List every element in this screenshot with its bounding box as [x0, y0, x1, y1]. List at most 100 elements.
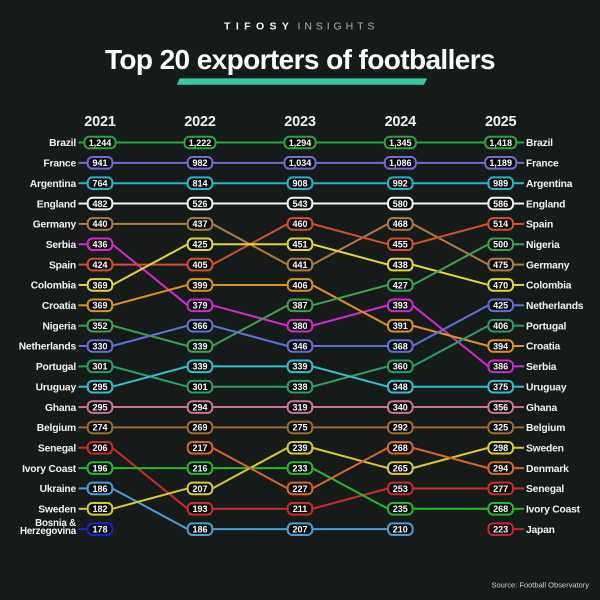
svg-text:387: 387: [292, 301, 307, 311]
svg-text:438: 438: [393, 260, 408, 270]
svg-text:982: 982: [192, 158, 207, 168]
svg-text:295: 295: [92, 402, 107, 412]
svg-text:406: 406: [493, 321, 508, 331]
svg-text:Sweden: Sweden: [526, 443, 564, 454]
svg-text:482: 482: [92, 199, 107, 209]
svg-text:178: 178: [92, 524, 107, 534]
svg-text:369: 369: [92, 301, 107, 311]
svg-text:1,418: 1,418: [489, 138, 512, 148]
svg-text:INSIGHTS: INSIGHTS: [298, 21, 379, 33]
svg-text:908: 908: [292, 179, 307, 189]
svg-text:298: 298: [493, 443, 508, 453]
svg-text:427: 427: [393, 280, 408, 290]
svg-text:Herzegovina: Herzegovina: [20, 526, 77, 537]
svg-text:211: 211: [293, 504, 308, 514]
svg-text:441: 441: [292, 260, 307, 270]
svg-text:268: 268: [493, 504, 508, 514]
svg-text:399: 399: [192, 280, 207, 290]
svg-text:France: France: [43, 159, 76, 170]
svg-text:2021: 2021: [84, 114, 116, 130]
svg-text:Senegal: Senegal: [38, 443, 76, 454]
svg-text:182: 182: [92, 504, 107, 514]
svg-text:366: 366: [192, 321, 207, 331]
svg-text:England: England: [37, 199, 76, 210]
svg-text:Spain: Spain: [49, 260, 76, 271]
svg-text:2023: 2023: [284, 114, 316, 130]
svg-text:1,189: 1,189: [489, 158, 512, 168]
svg-text:339: 339: [192, 362, 207, 372]
svg-text:Ivory Coast: Ivory Coast: [526, 505, 581, 516]
svg-text:2022: 2022: [184, 114, 216, 130]
svg-text:380: 380: [292, 321, 307, 331]
svg-text:Brazil: Brazil: [526, 138, 553, 149]
svg-text:Germany: Germany: [33, 220, 77, 231]
svg-text:217: 217: [192, 443, 207, 453]
svg-text:196: 196: [92, 463, 107, 473]
svg-text:186: 186: [92, 484, 107, 494]
svg-text:269: 269: [192, 423, 207, 433]
svg-text:346: 346: [292, 341, 307, 351]
svg-text:356: 356: [493, 402, 508, 412]
svg-text:Denmark: Denmark: [526, 464, 569, 475]
svg-text:Portugal: Portugal: [526, 321, 566, 332]
svg-text:543: 543: [292, 199, 307, 209]
svg-text:437: 437: [192, 219, 207, 229]
svg-text:Croatia: Croatia: [526, 342, 561, 353]
svg-text:Argentina: Argentina: [526, 179, 573, 190]
svg-text:2024: 2024: [385, 114, 417, 130]
svg-text:992: 992: [393, 179, 408, 189]
svg-text:265: 265: [393, 463, 408, 473]
svg-text:425: 425: [192, 240, 207, 250]
svg-text:1,345: 1,345: [389, 138, 412, 148]
svg-text:339: 339: [292, 362, 307, 372]
svg-text:580: 580: [393, 199, 408, 209]
svg-text:764: 764: [92, 179, 107, 189]
svg-text:352: 352: [92, 321, 107, 331]
svg-text:Nigeria: Nigeria: [42, 321, 76, 332]
svg-text:Argentina: Argentina: [30, 179, 77, 190]
svg-text:369: 369: [92, 280, 107, 290]
svg-text:425: 425: [493, 301, 508, 311]
svg-text:Sweden: Sweden: [38, 505, 76, 516]
svg-text:360: 360: [393, 362, 408, 372]
svg-text:451: 451: [292, 240, 307, 250]
svg-text:1,034: 1,034: [289, 158, 312, 168]
svg-text:Japan: Japan: [526, 525, 555, 536]
svg-text:227: 227: [292, 484, 307, 494]
svg-text:239: 239: [292, 443, 307, 453]
svg-text:1,222: 1,222: [189, 138, 212, 148]
svg-text:206: 206: [92, 443, 107, 453]
svg-text:340: 340: [393, 402, 408, 412]
svg-text:338: 338: [292, 382, 307, 392]
svg-text:Colombia: Colombia: [526, 281, 572, 292]
svg-text:Ghana: Ghana: [526, 403, 558, 414]
svg-text:210: 210: [393, 524, 408, 534]
svg-text:Serbia: Serbia: [526, 362, 557, 373]
svg-text:391: 391: [393, 321, 408, 331]
svg-text:253: 253: [393, 484, 408, 494]
svg-text:207: 207: [292, 524, 307, 534]
svg-text:394: 394: [493, 341, 508, 351]
svg-text:475: 475: [493, 260, 508, 270]
svg-text:Germany: Germany: [526, 260, 570, 271]
svg-text:274: 274: [92, 423, 107, 433]
svg-text:1,294: 1,294: [289, 138, 312, 148]
svg-text:186: 186: [192, 524, 207, 534]
svg-text:2025: 2025: [485, 114, 517, 130]
svg-text:Netherlands: Netherlands: [19, 342, 77, 353]
svg-text:514: 514: [493, 219, 508, 229]
svg-text:386: 386: [493, 362, 508, 372]
svg-text:Netherlands: Netherlands: [526, 301, 584, 312]
svg-text:Bosnia &: Bosnia &: [35, 518, 76, 529]
svg-text:470: 470: [493, 280, 508, 290]
svg-text:294: 294: [192, 402, 207, 412]
svg-text:586: 586: [493, 199, 508, 209]
svg-text:348: 348: [393, 382, 408, 392]
svg-text:393: 393: [393, 301, 408, 311]
svg-text:Portugal: Portugal: [36, 362, 76, 373]
svg-text:Senegal: Senegal: [526, 484, 564, 495]
svg-text:319: 319: [292, 402, 307, 412]
svg-text:Uruguay: Uruguay: [526, 382, 567, 393]
svg-text:814: 814: [192, 179, 207, 189]
svg-text:375: 375: [493, 382, 508, 392]
